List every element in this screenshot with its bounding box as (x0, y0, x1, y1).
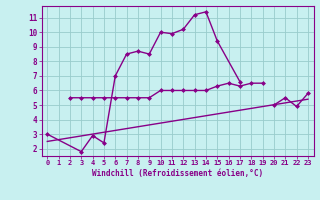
X-axis label: Windchill (Refroidissement éolien,°C): Windchill (Refroidissement éolien,°C) (92, 169, 263, 178)
